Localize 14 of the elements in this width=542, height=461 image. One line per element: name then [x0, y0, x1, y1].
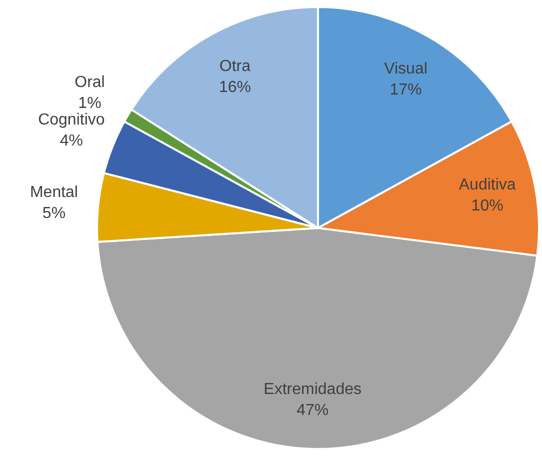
data-label: 1% [78, 94, 102, 112]
data-label: 17% [390, 82, 422, 99]
slice-label: Cognitivo [38, 111, 105, 128]
slice-label: Auditiva [458, 176, 516, 194]
data-label: 10% [471, 198, 504, 215]
slice-label: Visual [384, 60, 428, 78]
slice-label: Mental [30, 184, 78, 201]
slice-label: Otra [219, 58, 251, 75]
slice-label: Oral [74, 74, 105, 91]
data-label: 16% [218, 78, 251, 96]
data-label: 5% [42, 204, 66, 222]
data-label: 47% [296, 402, 329, 420]
slice-label: Extremidades [264, 381, 362, 398]
data-label: 4% [60, 132, 83, 150]
